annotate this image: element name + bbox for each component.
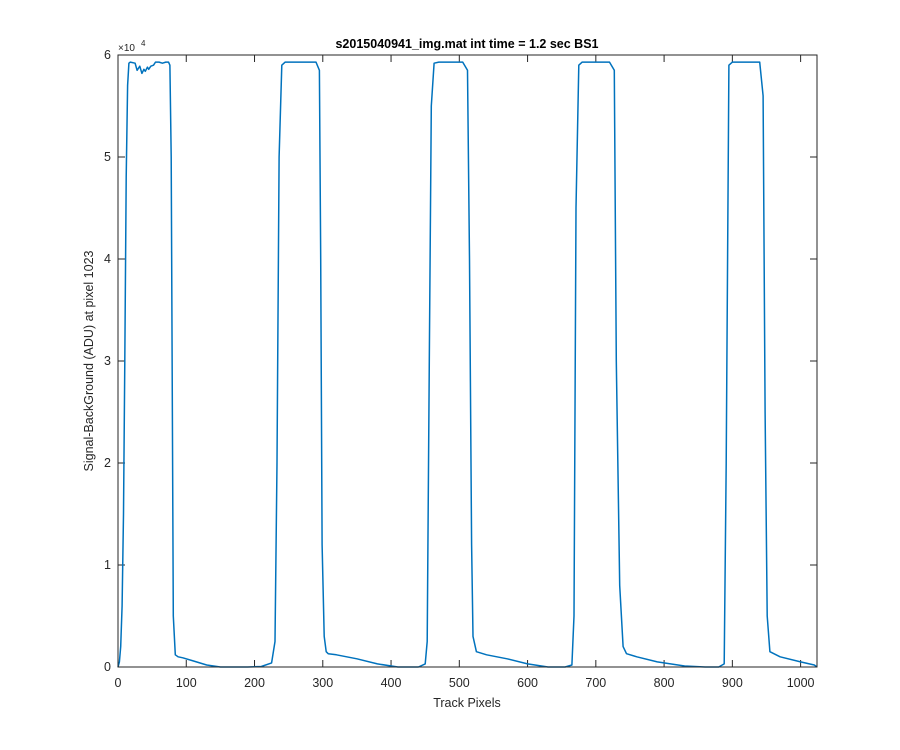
data-series bbox=[117, 61, 818, 668]
y-multiplier-base: ×10 bbox=[118, 43, 135, 54]
y-tick-label: 2 bbox=[104, 456, 111, 470]
chart-title: s2015040941_img.mat int time = 1.2 sec B… bbox=[335, 37, 598, 51]
x-tick-label: 1000 bbox=[787, 676, 815, 690]
x-tick-label: 200 bbox=[244, 676, 265, 690]
y-tick-label: 3 bbox=[104, 354, 111, 368]
y-axis-multiplier: ×10 4 bbox=[118, 39, 146, 54]
x-tick-label: 600 bbox=[517, 676, 538, 690]
y-tick-label: 4 bbox=[104, 252, 111, 266]
x-tick-label: 500 bbox=[449, 676, 470, 690]
x-tick-label: 900 bbox=[722, 676, 743, 690]
y-tick-label: 6 bbox=[104, 48, 111, 62]
x-tick-label: 0 bbox=[115, 676, 122, 690]
x-tick-label: 300 bbox=[312, 676, 333, 690]
y-tick-label: 5 bbox=[104, 150, 111, 164]
x-tick-label: 100 bbox=[176, 676, 197, 690]
y-multiplier-exponent: 4 bbox=[141, 39, 146, 48]
x-tick-label: 800 bbox=[654, 676, 675, 690]
axis-ticks: 0 100 200 300 400 500 600 700 800 900 1000 0 1 2 3 4 5 6 bbox=[104, 48, 817, 690]
plot-area-border bbox=[117, 54, 818, 668]
x-tick-label: 700 bbox=[585, 676, 606, 690]
y-tick-label: 1 bbox=[104, 558, 111, 572]
x-tick-label: 400 bbox=[381, 676, 402, 690]
x-axis-label: Track Pixels bbox=[433, 696, 501, 710]
series-line bbox=[117, 61, 818, 668]
y-axis-label: Signal-BackGround (ADU) at pixel 1023 bbox=[82, 250, 96, 471]
y-tick-label: 0 bbox=[104, 660, 111, 674]
